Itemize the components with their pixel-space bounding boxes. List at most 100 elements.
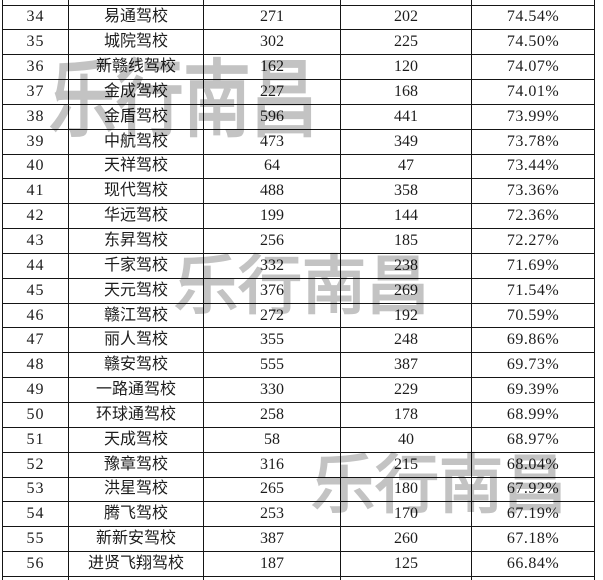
school-name-cell: 城院驾校	[68, 29, 204, 56]
rank-cell: 44	[2, 252, 69, 279]
count-primary-cell: 376	[203, 277, 341, 304]
school-name-cell: 金盾驾校	[68, 103, 204, 130]
percentage-cell: 67.18%	[471, 526, 595, 553]
count-secondary-cell: 192	[340, 302, 472, 329]
school-name-cell: 东昇驾校	[68, 228, 204, 254]
percentage-cell: 74.07%	[471, 54, 595, 81]
percentage-cell: 69.73%	[471, 352, 595, 379]
percentage-cell: 73.44%	[471, 153, 595, 180]
count-secondary-cell: 120	[340, 54, 472, 81]
count-secondary-cell: 238	[340, 252, 472, 279]
school-name-cell: 赣江驾校	[68, 302, 204, 329]
school-name-cell: 现代驾校	[68, 178, 204, 205]
count-secondary-cell: 125	[340, 551, 472, 577]
partial-cell	[471, 575, 595, 580]
percentage-cell: 69.86%	[471, 327, 595, 354]
school-name-cell: 豫章驾校	[68, 451, 204, 478]
count-secondary-cell: 144	[340, 203, 472, 230]
partial-cell	[68, 575, 204, 580]
count-secondary-cell: 349	[340, 128, 472, 155]
table-row: 53 洪星驾校 265 180 67.92%	[2, 476, 595, 503]
count-primary-cell: 64	[203, 153, 341, 180]
rank-cell: 35	[2, 29, 69, 56]
rank-cell: 45	[2, 277, 69, 304]
rank-cell: 43	[2, 228, 69, 254]
school-name-cell: 中航驾校	[68, 128, 204, 155]
table-row: 36 新赣线驾校 162 120 74.07%	[2, 54, 595, 81]
school-name-cell: 千家驾校	[68, 252, 204, 279]
table-row: 52 豫章驾校 316 215 68.04%	[2, 451, 595, 478]
percentage-cell: 71.54%	[471, 277, 595, 304]
partial-row-top	[2, 0, 595, 6]
school-name-cell: 一路通驾校	[68, 377, 204, 403]
percentage-cell: 73.78%	[471, 128, 595, 155]
school-name-cell: 金成驾校	[68, 79, 204, 105]
percentage-cell: 72.36%	[471, 203, 595, 230]
count-primary-cell: 187	[203, 551, 341, 577]
school-name-cell: 丽人驾校	[68, 327, 204, 354]
school-name-cell: 易通驾校	[68, 4, 204, 31]
count-primary-cell: 227	[203, 79, 341, 105]
percentage-cell: 74.50%	[471, 29, 595, 56]
percentage-cell: 73.99%	[471, 103, 595, 130]
table-row: 45 天元驾校 376 269 71.54%	[2, 277, 595, 304]
table-row: 42 华远驾校 199 144 72.36%	[2, 203, 595, 230]
count-primary-cell: 271	[203, 4, 341, 31]
count-primary-cell: 332	[203, 252, 341, 279]
rank-cell: 53	[2, 476, 69, 503]
rank-cell: 54	[2, 501, 69, 528]
count-secondary-cell: 185	[340, 228, 472, 254]
table-row: 49 一路通驾校 330 229 69.39%	[2, 377, 595, 403]
rank-cell: 52	[2, 451, 69, 478]
table-row: 37 金成驾校 227 168 74.01%	[2, 79, 595, 105]
school-name-cell: 天元驾校	[68, 277, 204, 304]
rank-cell: 42	[2, 203, 69, 230]
percentage-cell: 68.97%	[471, 426, 595, 453]
percentage-cell: 67.92%	[471, 476, 595, 503]
percentage-cell: 70.59%	[471, 302, 595, 329]
rank-cell: 46	[2, 302, 69, 329]
count-secondary-cell: 178	[340, 402, 472, 428]
count-secondary-cell: 269	[340, 277, 472, 304]
count-primary-cell: 265	[203, 476, 341, 503]
rank-cell: 39	[2, 128, 69, 155]
count-primary-cell: 596	[203, 103, 341, 130]
count-secondary-cell: 40	[340, 426, 472, 453]
table-row: 43 东昇驾校 256 185 72.27%	[2, 228, 595, 254]
table-row: 44 千家驾校 332 238 71.69%	[2, 252, 595, 279]
percentage-cell: 74.54%	[471, 4, 595, 31]
rank-cell: 50	[2, 402, 69, 428]
school-name-cell: 天祥驾校	[68, 153, 204, 180]
count-primary-cell: 555	[203, 352, 341, 379]
table-row: 48 赣安驾校 555 387 69.73%	[2, 352, 595, 379]
count-primary-cell: 162	[203, 54, 341, 81]
percentage-cell: 73.36%	[471, 178, 595, 205]
partial-cell	[203, 575, 341, 580]
count-primary-cell: 253	[203, 501, 341, 528]
school-name-cell: 腾飞驾校	[68, 501, 204, 528]
count-secondary-cell: 180	[340, 476, 472, 503]
count-primary-cell: 316	[203, 451, 341, 478]
school-name-cell: 华远驾校	[68, 203, 204, 230]
school-name-cell: 新新安驾校	[68, 526, 204, 553]
count-secondary-cell: 215	[340, 451, 472, 478]
count-secondary-cell: 260	[340, 526, 472, 553]
count-secondary-cell: 387	[340, 352, 472, 379]
table-row: 51 天成驾校 58 40 68.97%	[2, 426, 595, 453]
partial-cell	[471, 0, 595, 6]
school-name-cell: 新赣线驾校	[68, 54, 204, 81]
rank-cell: 37	[2, 79, 69, 105]
school-name-cell: 环球通驾校	[68, 402, 204, 428]
percentage-cell: 74.01%	[471, 79, 595, 105]
percentage-cell: 67.19%	[471, 501, 595, 528]
rank-cell: 36	[2, 54, 69, 81]
count-primary-cell: 488	[203, 178, 341, 205]
table-row: 40 天祥驾校 64 47 73.44%	[2, 153, 595, 180]
percentage-cell: 66.84%	[471, 551, 595, 577]
rank-cell: 51	[2, 426, 69, 453]
count-primary-cell: 258	[203, 402, 341, 428]
rank-cell: 41	[2, 178, 69, 205]
